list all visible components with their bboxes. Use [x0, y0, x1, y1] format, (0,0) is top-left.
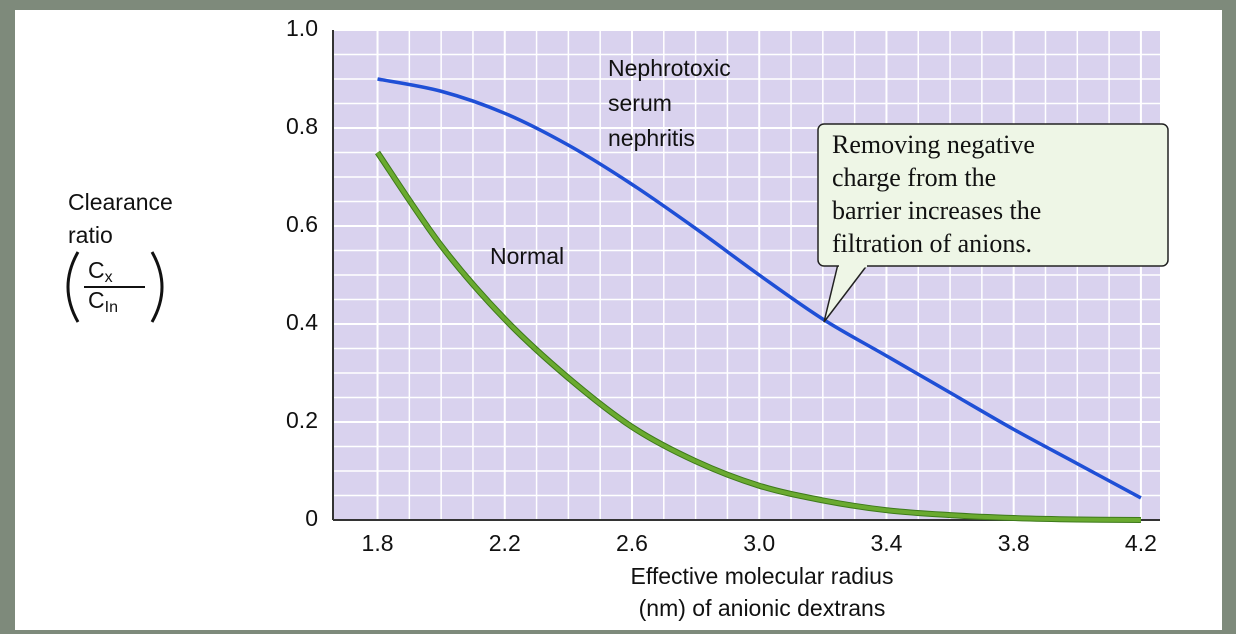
series-label: nephritis [608, 125, 695, 151]
line [375, 151, 1141, 522]
x-tick-label: 3.4 [870, 530, 902, 556]
callout-box [817, 123, 1169, 267]
x-tick-label: 3.8 [998, 530, 1030, 556]
callout-text: Removing negative [832, 130, 1035, 159]
series-label: Normal [490, 243, 564, 269]
y-tick-label: 0.2 [286, 407, 318, 433]
x-axis-label: (nm) of anionic dextrans [639, 595, 886, 621]
y-tick-label: 0.8 [286, 113, 318, 139]
x-tick-label: 2.6 [616, 530, 648, 556]
series-label: serum [608, 90, 672, 116]
callout-text: charge from the [832, 163, 996, 192]
paren [150, 251, 164, 323]
x-tick-label: 3.0 [743, 530, 775, 556]
callout-text: barrier increases the [832, 196, 1041, 225]
y-axis-label: ratio [68, 222, 113, 248]
x-tick-label: 1.8 [362, 530, 394, 556]
x-tick-label: 2.2 [489, 530, 521, 556]
subscript: x [105, 269, 113, 286]
callout-text: filtration of anions. [832, 229, 1032, 258]
paren [66, 251, 80, 323]
callout-pointer [823, 263, 869, 323]
y-tick-label: 0.6 [286, 211, 318, 237]
line [377, 77, 1142, 500]
y-axis-fraction: Cx [88, 257, 113, 286]
subscript: In [105, 299, 118, 316]
x-axis-label: Effective molecular radius [631, 563, 894, 589]
series-label: Nephrotoxic [608, 55, 731, 81]
x-tick-label: 4.2 [1125, 530, 1157, 556]
y-axis-label: Clearance [68, 189, 173, 215]
symbol: C [88, 287, 105, 313]
y-tick-label: 0 [305, 505, 318, 531]
y-axis-fraction: CIn [88, 287, 118, 316]
y-tick-label: 0.4 [286, 309, 318, 335]
y-tick-label: 1.0 [286, 15, 318, 41]
symbol: C [88, 257, 105, 283]
